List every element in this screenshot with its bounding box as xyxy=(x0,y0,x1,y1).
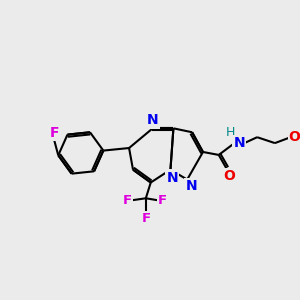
Text: N: N xyxy=(147,113,158,128)
Text: F: F xyxy=(50,126,59,140)
Text: H: H xyxy=(226,126,235,139)
Text: F: F xyxy=(141,212,150,226)
Text: F: F xyxy=(158,194,167,207)
Text: O: O xyxy=(224,169,236,183)
Text: N: N xyxy=(234,136,245,150)
Text: N: N xyxy=(185,179,197,194)
Text: O: O xyxy=(289,130,300,144)
Text: F: F xyxy=(122,194,132,207)
Text: N: N xyxy=(167,171,178,184)
